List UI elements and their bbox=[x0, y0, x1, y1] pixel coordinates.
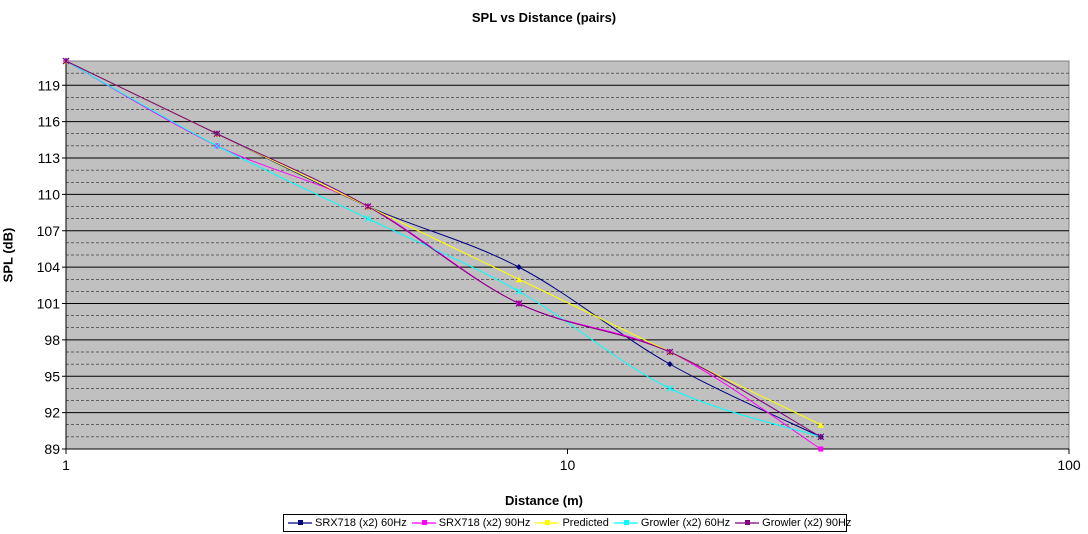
series-3-point bbox=[515, 276, 522, 283]
legend: SRX718 (x2) 60Hz SRX718 (x2) 90Hz Predicte… bbox=[283, 514, 851, 532]
series-4-point bbox=[364, 215, 372, 223]
x-axis-label: Distance (m) bbox=[504, 493, 584, 508]
y-tick-label: 101 bbox=[37, 296, 61, 312]
y-tick-label: 92 bbox=[44, 405, 60, 421]
series-4-point bbox=[515, 287, 523, 295]
series-5-point bbox=[817, 433, 825, 441]
legend-swatch bbox=[613, 520, 638, 525]
y-tick-label: 119 bbox=[38, 77, 61, 93]
y-axis-label: SPL (dB) bbox=[0, 227, 16, 283]
series-line-5 bbox=[65, 60, 822, 438]
legend-label: Growler (x2) 90Hz bbox=[762, 517, 852, 529]
series-2-point bbox=[818, 446, 824, 452]
series-1-point bbox=[515, 264, 522, 271]
y-tick-label: 95 bbox=[44, 368, 60, 384]
series-5-point bbox=[213, 130, 221, 138]
x-tick-label: 10 bbox=[560, 457, 576, 473]
x-tick-label: 1 bbox=[62, 457, 70, 473]
series-5-point bbox=[666, 348, 674, 356]
series-1-point bbox=[666, 361, 673, 368]
x-tick-label: 100 bbox=[1057, 457, 1081, 473]
series-4-point bbox=[213, 142, 221, 150]
series-5-point bbox=[62, 57, 70, 65]
y-tick-label: 104 bbox=[37, 259, 61, 275]
legend-label: SRX718 (x2) 60Hz bbox=[315, 517, 407, 529]
series-5-point bbox=[364, 203, 372, 210]
legend-label: SRX718 (x2) 90Hz bbox=[438, 517, 531, 529]
legend-item-1: SRX718 (x2) 60Hz bbox=[288, 517, 407, 529]
legend-swatch bbox=[411, 520, 436, 525]
series-line-2 bbox=[65, 60, 822, 450]
y-tick-label: 113 bbox=[38, 150, 61, 166]
chart-title: SPL vs Distance (pairs) bbox=[471, 10, 617, 25]
legend-label: Predicted bbox=[562, 517, 609, 529]
legend-item-2: SRX718 (x2) 90Hz bbox=[411, 517, 531, 529]
legend-item-5: Growler (x2) 90Hz bbox=[735, 517, 851, 529]
series-5-point bbox=[515, 300, 523, 307]
legend-item-3: Predicted bbox=[535, 517, 609, 529]
legend-item-4: Growler (x2) 60Hz bbox=[613, 517, 731, 529]
legend-swatch bbox=[535, 520, 560, 525]
y-tick-label: 98 bbox=[44, 332, 60, 348]
y-tick-label: 89 bbox=[44, 441, 60, 457]
legend-swatch bbox=[735, 520, 760, 525]
legend-swatch bbox=[288, 520, 312, 525]
series-4-point bbox=[666, 384, 674, 392]
series-line-4 bbox=[65, 60, 821, 438]
y-tick-label: 110 bbox=[38, 186, 61, 202]
y-tick-label: 107 bbox=[37, 223, 61, 239]
y-tick-label: 116 bbox=[38, 114, 61, 130]
series-3-point bbox=[817, 421, 824, 428]
legend-label: Growler (x2) 60Hz bbox=[640, 517, 731, 529]
